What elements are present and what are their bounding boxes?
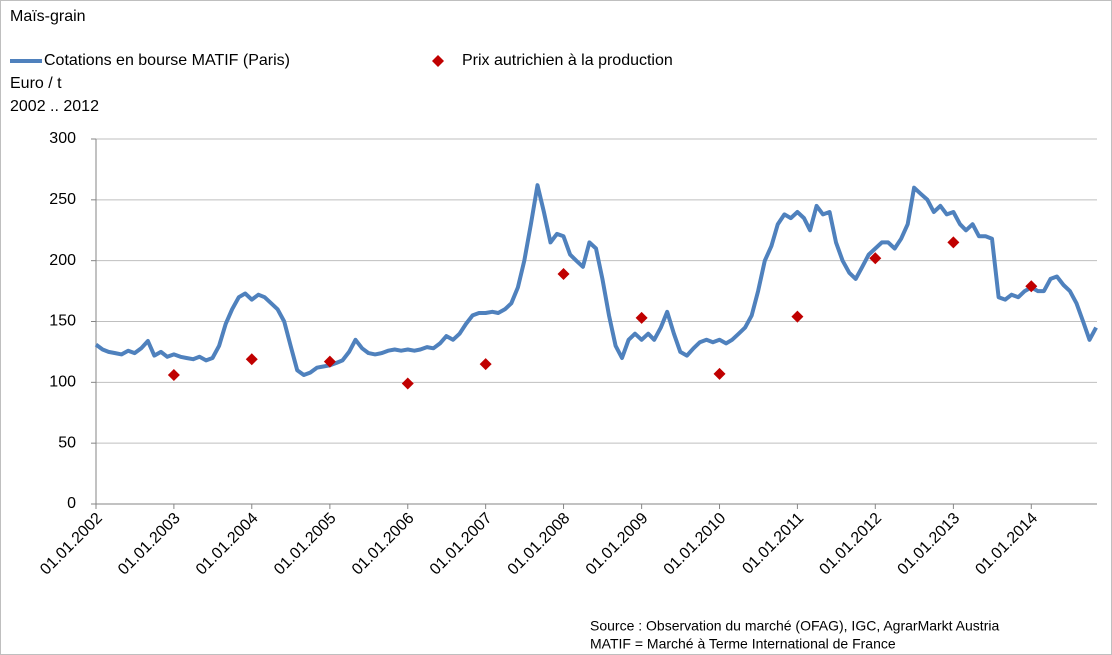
x-tick-label: 01.01.2004: [193, 510, 262, 579]
price-line: [94, 183, 1098, 377]
price-marker: [245, 353, 258, 366]
x-tick-label: 01.01.2009: [583, 510, 652, 579]
price-marker: [791, 310, 804, 323]
source-note: MATIF = Marché à Terme International de …: [590, 636, 896, 652]
price-marker: [323, 355, 336, 368]
y-tick-label: 50: [58, 434, 76, 451]
x-tick-label: 01.01.2005: [271, 510, 340, 579]
x-tick-label: 01.01.2013: [895, 510, 964, 579]
x-tick-label: 01.01.2008: [505, 510, 574, 579]
price-marker: [1025, 280, 1038, 293]
x-tick-label: 01.01.2011: [739, 510, 807, 578]
x-tick-label: 01.01.2006: [349, 510, 418, 579]
legend-label: Cotations en bourse MATIF (Paris): [44, 52, 290, 69]
price-marker: [869, 252, 882, 265]
price-marker: [635, 311, 648, 324]
legend-label: Prix autrichien à la production: [462, 52, 673, 69]
y-tick-label: 0: [67, 495, 76, 512]
x-tick-label: 01.01.2010: [661, 510, 730, 579]
chart-title: Maïs-grain: [10, 8, 86, 25]
source-note: Source : Observation du marché (OFAG), I…: [590, 618, 999, 634]
x-tick-label: 01.01.2012: [816, 510, 885, 579]
y-tick-label: 250: [49, 191, 76, 208]
y-tick-label: 100: [49, 374, 76, 391]
price-marker: [947, 236, 960, 249]
x-tick-label: 01.01.2003: [115, 510, 184, 579]
price-marker: [713, 367, 726, 380]
price-marker: [401, 377, 414, 390]
y-tick-label: 200: [49, 252, 76, 269]
price-marker: [557, 268, 570, 281]
x-tick-label: 01.01.2014: [972, 510, 1041, 579]
y-axis-label: Euro / t: [10, 75, 62, 92]
y-tick-label: 150: [49, 313, 76, 330]
y-tick-label: 300: [49, 130, 76, 147]
price-marker: [167, 369, 180, 382]
x-tick-label: 01.01.2002: [37, 510, 106, 579]
subtitle: 2002 .. 2012: [10, 98, 99, 115]
price-marker: [479, 358, 492, 371]
legend-marker: [432, 55, 444, 67]
x-tick-label: 01.01.2007: [427, 510, 496, 579]
